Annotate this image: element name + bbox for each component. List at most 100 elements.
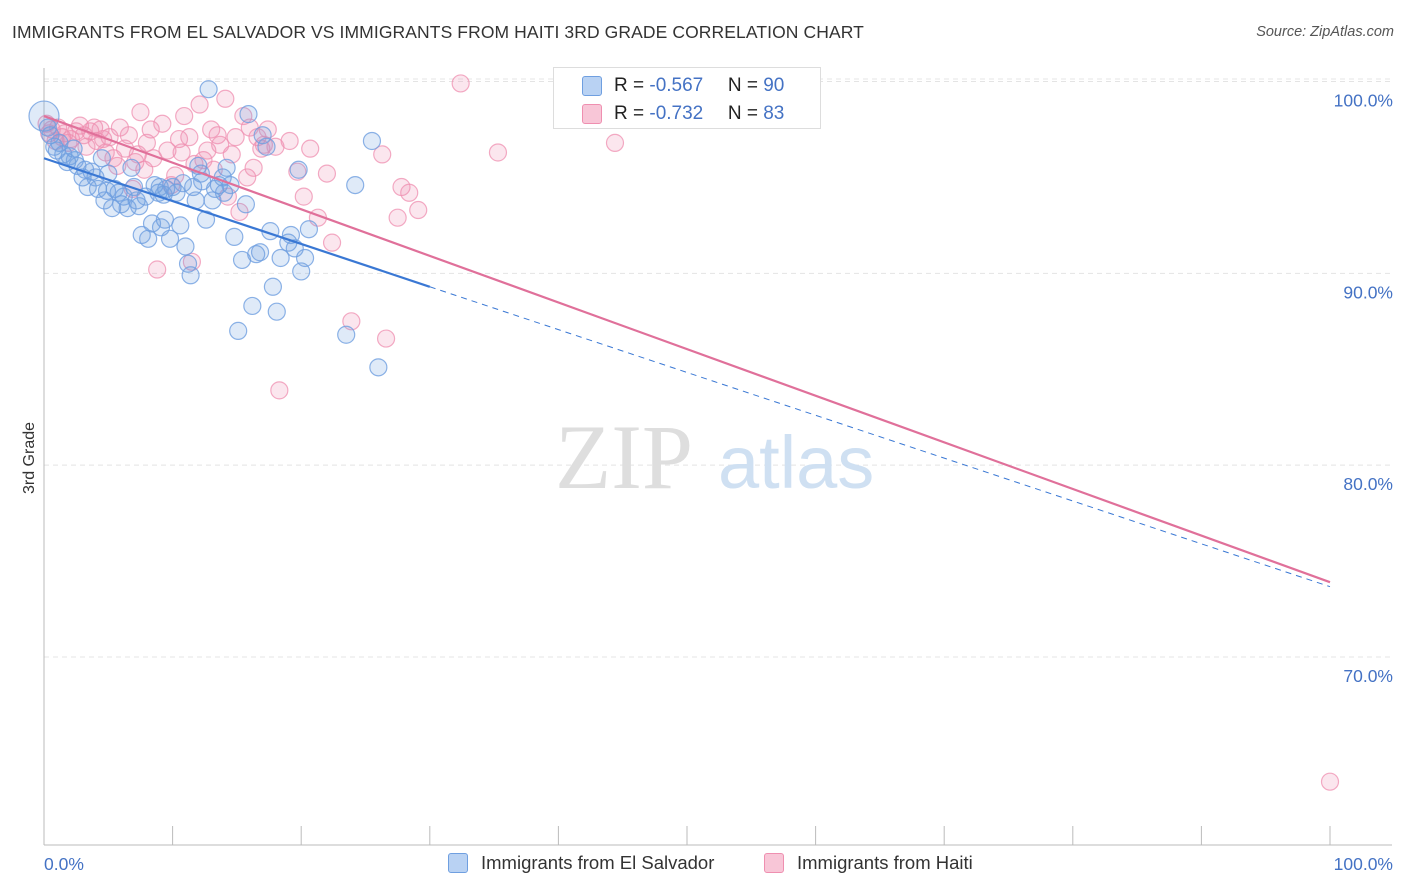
haiti-point bbox=[270, 381, 289, 400]
haiti-point bbox=[216, 89, 235, 108]
legend-label: Immigrants from Haiti bbox=[797, 852, 973, 873]
haiti-points bbox=[37, 74, 1340, 791]
el-salvador-point bbox=[171, 216, 190, 235]
haiti-point bbox=[180, 128, 199, 147]
y-tick-label: 70.0% bbox=[1343, 666, 1393, 686]
haiti-point bbox=[400, 183, 419, 202]
haiti-point bbox=[175, 106, 194, 126]
x-tick-label: 100.0% bbox=[1334, 854, 1393, 874]
legend-swatch-haiti bbox=[764, 853, 784, 873]
el-salvador-point bbox=[337, 325, 356, 344]
el-salvador-point bbox=[97, 181, 117, 200]
el-salvador-point bbox=[263, 277, 283, 296]
haiti-point bbox=[301, 139, 320, 158]
el-salvador-point bbox=[199, 80, 218, 99]
haiti-point bbox=[451, 74, 470, 93]
el-salvador-point bbox=[103, 199, 122, 218]
source-credit: Source: ZipAtlas.com bbox=[1256, 24, 1394, 40]
el-salvador-point bbox=[257, 137, 276, 156]
el-salvador-point bbox=[362, 131, 382, 151]
el-salvador-point bbox=[271, 248, 290, 268]
haiti-point bbox=[317, 164, 337, 183]
axes bbox=[43, 68, 1392, 846]
haiti-point bbox=[1320, 772, 1340, 791]
watermark-atlas: atlas bbox=[718, 421, 874, 504]
haiti-point bbox=[409, 200, 428, 220]
haiti-point bbox=[119, 126, 138, 145]
haiti-point bbox=[488, 143, 508, 162]
el-salvador-point bbox=[122, 158, 141, 177]
haiti-point bbox=[280, 131, 299, 151]
haiti-point bbox=[131, 103, 150, 122]
el-salvador-point bbox=[299, 220, 319, 239]
haiti-point bbox=[342, 312, 361, 331]
el-salvador-trend-extension bbox=[429, 286, 1331, 588]
y-tick-label: 100.0% bbox=[1334, 91, 1393, 111]
el-salvador-point bbox=[295, 248, 315, 268]
haiti-point bbox=[376, 329, 396, 348]
el-salvador-point bbox=[229, 321, 248, 340]
el-salvador-point bbox=[181, 266, 200, 285]
haiti-point bbox=[294, 187, 313, 206]
haiti-point bbox=[322, 233, 342, 252]
haiti-point bbox=[141, 120, 160, 139]
y-tick-label: 80.0% bbox=[1343, 474, 1393, 494]
trend-lines bbox=[43, 115, 1331, 588]
stats-swatch-haiti bbox=[582, 104, 602, 124]
haiti-point bbox=[137, 133, 156, 152]
el-salvador-point bbox=[178, 254, 198, 273]
haiti-point bbox=[605, 133, 625, 152]
legend-label: Immigrants from El Salvador bbox=[481, 852, 715, 873]
haiti-point bbox=[254, 135, 274, 154]
el-salvador-point bbox=[139, 229, 158, 248]
el-salvador-point bbox=[184, 177, 203, 197]
el-salvador-point bbox=[176, 237, 195, 256]
el-salvador-point bbox=[130, 197, 149, 216]
el-salvador-point bbox=[225, 227, 244, 246]
el-salvador-trend-line bbox=[43, 157, 431, 288]
stats-swatch-el-salvador bbox=[582, 76, 602, 96]
haiti-point bbox=[226, 128, 245, 147]
el-salvador-point bbox=[346, 175, 365, 195]
x-tick-label: 0.0% bbox=[44, 854, 84, 874]
el-salvador-point bbox=[292, 262, 311, 281]
stats-r-value: -0.732 bbox=[649, 103, 704, 124]
el-salvador-point bbox=[243, 296, 262, 316]
haiti-point bbox=[190, 95, 209, 114]
haiti-point bbox=[238, 168, 257, 187]
el-salvador-point bbox=[221, 175, 240, 195]
el-salvador-point bbox=[369, 358, 388, 377]
haiti-point bbox=[158, 141, 177, 160]
y-axis-label: 3rd Grade bbox=[21, 422, 38, 494]
y-tick-label: 90.0% bbox=[1343, 282, 1393, 302]
haiti-point bbox=[244, 158, 263, 177]
stats-r-label: R = bbox=[614, 103, 650, 124]
el-salvador-point bbox=[173, 174, 192, 193]
haiti-point bbox=[148, 260, 167, 279]
el-salvador-point bbox=[92, 149, 111, 168]
stats-n-value: 83 bbox=[763, 103, 785, 124]
el-salvador-point bbox=[217, 158, 236, 177]
el-salvador-point bbox=[250, 243, 270, 262]
haiti-trend-line bbox=[43, 115, 1331, 584]
watermark: ZIP atlas bbox=[555, 406, 874, 508]
stats-r-label: R = bbox=[614, 75, 650, 96]
el-salvador-point bbox=[289, 160, 308, 179]
stats-n-label: N = bbox=[727, 103, 764, 124]
haiti-point bbox=[222, 145, 241, 164]
el-salvador-point bbox=[267, 302, 286, 321]
stats-n-label: N = bbox=[727, 75, 764, 96]
legend-swatch-el-salvador bbox=[448, 853, 468, 873]
el-salvador-point bbox=[160, 229, 180, 248]
tick-labels: 100.0% 90.0% 80.0% 70.0% 0.0% 100.0% bbox=[44, 91, 1393, 874]
watermark-zip: ZIP bbox=[555, 406, 693, 508]
haiti-point bbox=[388, 208, 407, 227]
el-salvador-point bbox=[236, 195, 256, 214]
stats-box: R = -0.567 N = 90 R = -0.732 N = 83 bbox=[553, 67, 821, 129]
chart-title: IMMIGRANTS FROM EL SALVADOR VS IMMIGRANT… bbox=[12, 22, 864, 42]
haiti-point bbox=[373, 145, 392, 164]
el-salvador-point bbox=[239, 105, 258, 124]
haiti-point bbox=[172, 143, 191, 162]
haiti-point bbox=[153, 114, 172, 133]
